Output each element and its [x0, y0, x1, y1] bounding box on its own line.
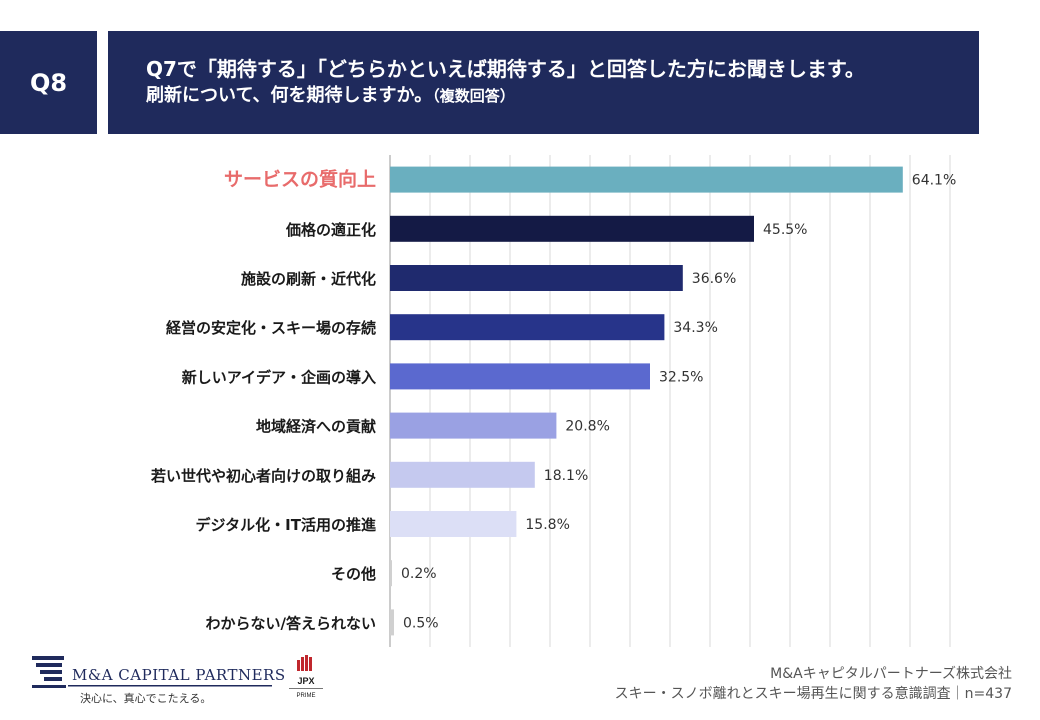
category-label: 若い世代や初心者向けの取り組み — [150, 467, 376, 485]
question-title-text: 刷新について、何を期待しますか。 — [146, 85, 433, 106]
company-tagline: 決心に、真心でこたえる。 — [80, 692, 212, 705]
credit-company: M&Aキャピタルパートナーズ株式会社 — [770, 666, 1012, 682]
bar — [390, 215, 754, 242]
bar — [390, 609, 394, 636]
category-label: 施設の刷新・近代化 — [241, 270, 376, 288]
category-label: 新しいアイデア・企画の導入 — [182, 368, 376, 386]
jpx-prime-label: PRIME — [296, 693, 315, 699]
question-number-box: Q8 — [0, 31, 97, 134]
question-title-box: Q7で「期待する」「どちらかといえば期待する」と回答した方にお聞きします。 刷新… — [108, 31, 979, 134]
question-title-line1: Q7で「期待する」「どちらかといえば期待する」と回答した方にお聞きします。 — [146, 57, 865, 81]
value-label: 64.1% — [912, 173, 956, 189]
category-label: 経営の安定化・スキー場の存続 — [166, 319, 376, 337]
category-label: 地域経済への貢献 — [256, 418, 376, 436]
value-label: 18.1% — [544, 468, 588, 484]
bar — [390, 166, 903, 193]
value-label: 36.6% — [692, 271, 736, 287]
bar — [390, 412, 557, 439]
value-label: 45.5% — [763, 222, 807, 238]
question-title-note: （複数回答） — [432, 87, 515, 105]
jpx-prime-logo-icon: JPX PRIME — [289, 655, 323, 699]
bar — [390, 314, 665, 341]
bar — [390, 560, 392, 587]
category-label: その他 — [331, 565, 376, 583]
company-logo-text: M&A CAPITAL PARTNERS — [72, 666, 286, 684]
value-label: 32.5% — [659, 369, 703, 385]
value-label: 15.8% — [525, 517, 569, 533]
survey-credit: M&Aキャピタルパートナーズ株式会社 スキー・スノボ離れとスキー場再生に関する意… — [615, 664, 1012, 704]
bar — [390, 511, 517, 537]
question-number: Q8 — [29, 68, 68, 97]
question-title-line2: 刷新について、何を期待しますか。（複数回答） — [146, 83, 979, 109]
credit-survey: スキー・スノボ離れとスキー場再生に関する意識調査｜n=437 — [614, 686, 1012, 702]
value-label: 20.8% — [565, 419, 609, 435]
company-logo-icon — [32, 656, 272, 688]
value-label: 0.5% — [403, 615, 439, 631]
value-label: 34.3% — [673, 320, 717, 336]
category-label: 価格の適正化 — [285, 221, 376, 239]
category-label: サービスの質向上 — [224, 168, 376, 191]
bar — [390, 363, 650, 390]
value-label: 0.2% — [401, 566, 437, 582]
category-label: わからない/答えられない — [206, 614, 376, 632]
bar — [390, 265, 683, 291]
jpx-label: JPX — [297, 676, 314, 686]
bar — [390, 461, 535, 488]
bar-chart: サービスの質向上 64.1% 価格の適正化 45.5% 施設の刷新・近代化 36.6% 経営… — [150, 155, 956, 647]
category-label: デジタル化・IT活用の推進 — [195, 516, 377, 534]
